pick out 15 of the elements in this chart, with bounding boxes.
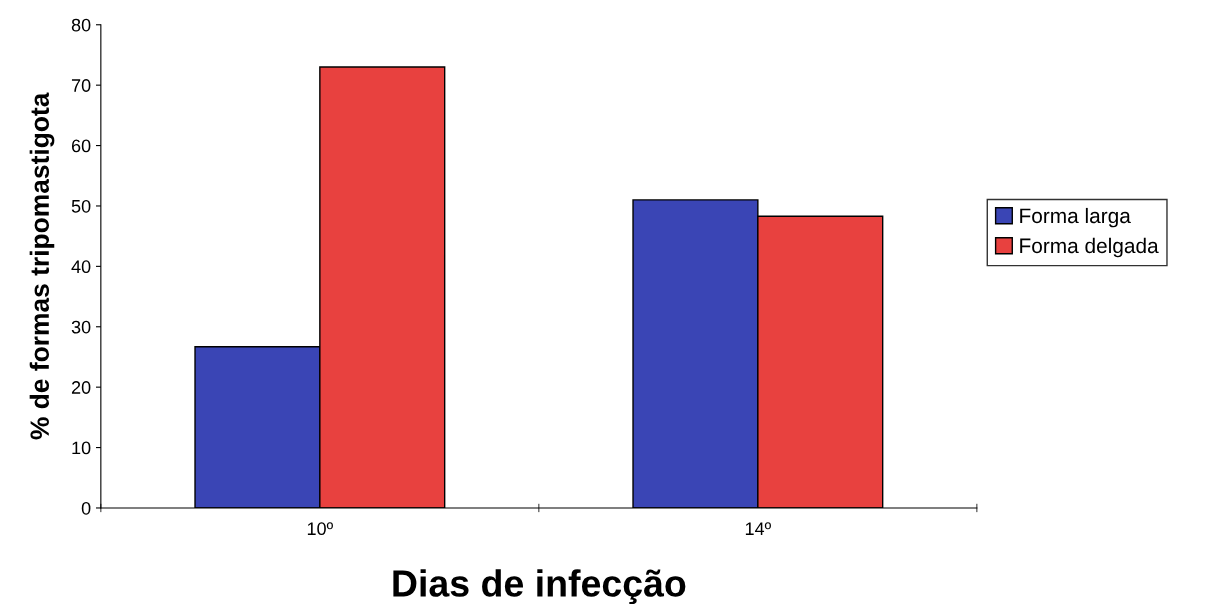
legend-label: Forma delgada: [1020, 237, 1159, 258]
x-tick-label: 14º: [745, 522, 771, 535]
legend-label: Forma larga: [1020, 207, 1131, 228]
y-tick-label: 60: [71, 139, 91, 153]
y-tick-label: 30: [71, 320, 91, 334]
y-tick-label: 70: [71, 79, 91, 92]
y-tick-label: 40: [71, 260, 91, 274]
y-tick-label: 20: [71, 381, 91, 394]
x-axis-title: Dias de infecção: [393, 569, 686, 604]
y-axis-title: % de formas tripomastigota: [29, 92, 55, 440]
y-tick-label: 10: [72, 441, 91, 455]
x-tick-label: 10º: [307, 522, 333, 536]
y-tick-label: 0: [81, 501, 91, 515]
y-tick-label: 80: [71, 18, 91, 32]
y-tick-label: 50: [71, 199, 91, 213]
